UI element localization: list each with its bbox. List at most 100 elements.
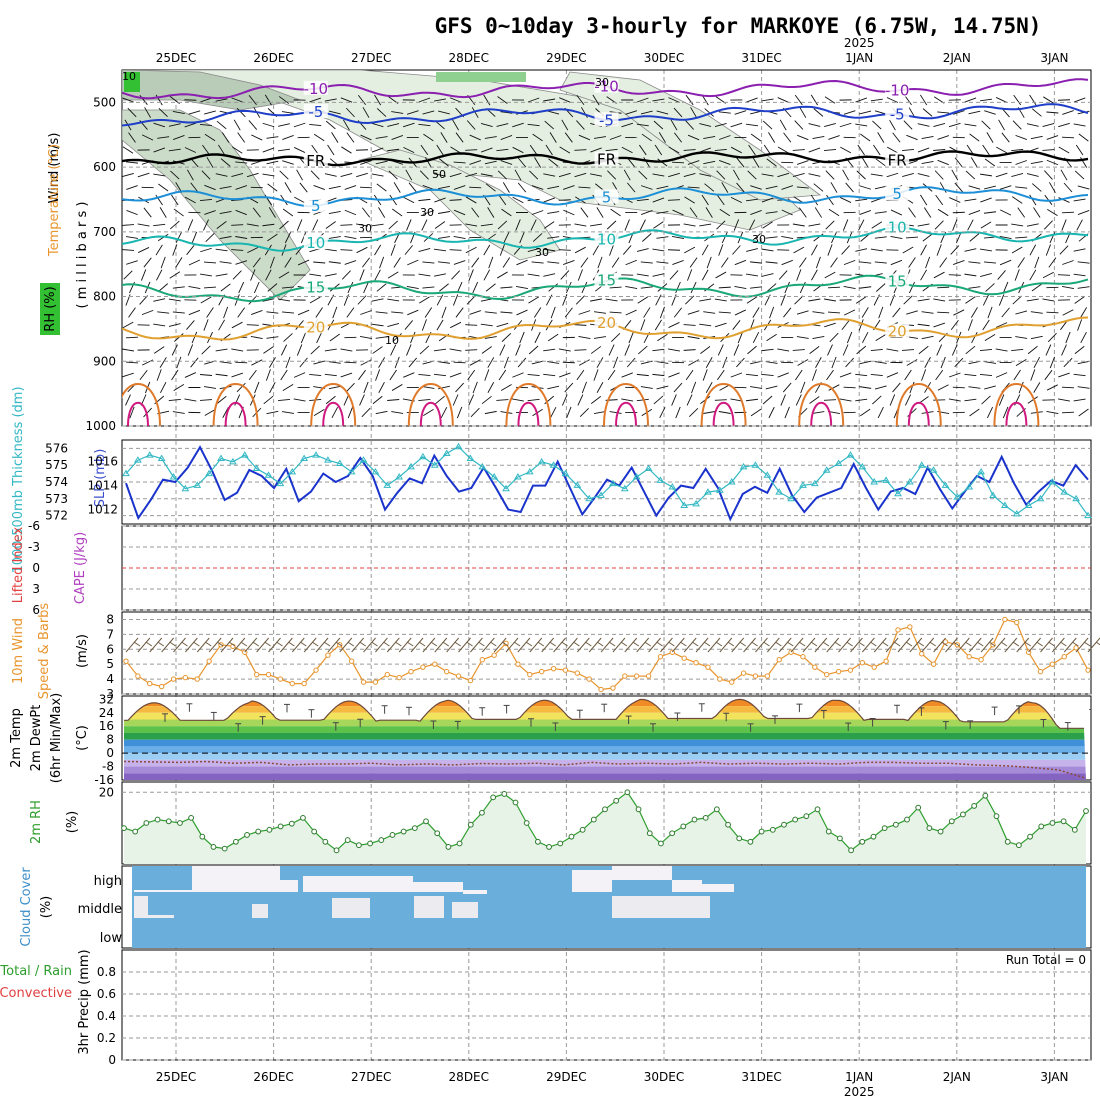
slp-axis-label: SLP (mb) [93, 449, 108, 508]
wind-barb [903, 120, 913, 130]
wind-barb [406, 344, 412, 356]
wind-speed-point [1037, 668, 1044, 675]
wind-barb [875, 333, 887, 342]
rh2m-point [635, 806, 642, 813]
wind-barb [971, 331, 978, 344]
wind-barb [187, 169, 194, 181]
wind-barb [1077, 319, 1083, 331]
wind-barb [952, 110, 965, 115]
wind-barb-10m-feather [644, 641, 651, 647]
wind-barb [643, 157, 651, 168]
wind-barb [531, 185, 544, 190]
wind-barb [1001, 307, 1010, 318]
wind-barb [748, 219, 756, 231]
wind-barb [449, 97, 462, 103]
wind-barb [1061, 211, 1075, 214]
wind-barb [798, 257, 807, 268]
wind-barb-10m-feather [691, 641, 699, 647]
wind-barb [766, 158, 777, 167]
wind-barb [141, 134, 154, 141]
wind-barb [628, 331, 634, 344]
cloud-high-block [612, 866, 672, 880]
thickness-line [125, 445, 1089, 516]
wind-barb-10m-feather [299, 641, 307, 647]
wind-barb-10m-feather [288, 641, 295, 647]
wind-barb [484, 336, 497, 339]
wind-barb [689, 257, 698, 268]
wind-barb [543, 248, 556, 252]
wind-barb-10m-feather [834, 641, 841, 647]
wind-barb [781, 209, 793, 216]
wind-barb [828, 135, 840, 140]
wind-barb [999, 185, 1012, 190]
pressure-axis-label: ( m i l l i b a r s ) [75, 202, 90, 309]
wind-barb [658, 132, 666, 143]
wind-barb [621, 122, 634, 128]
wind-barb [855, 97, 867, 103]
wind-barb [159, 207, 167, 218]
wind-barb [282, 383, 294, 392]
isotherm-label-bg [303, 198, 328, 213]
wind-barb [983, 261, 997, 264]
wind-barb [528, 296, 539, 304]
wind-barb [550, 306, 556, 319]
wind-barb [874, 211, 887, 214]
wind-barb [1017, 207, 1026, 218]
wind-barb [469, 134, 481, 141]
thickness-point [454, 442, 463, 450]
pressure-tick-label: 900 [93, 354, 116, 368]
wind-barb [824, 322, 836, 328]
wind-barb [502, 182, 510, 193]
wind-barb [778, 270, 788, 280]
wind-barb [730, 146, 742, 154]
wind-barb [1002, 281, 1009, 294]
wind-barb [672, 209, 684, 216]
wind-barb [1077, 386, 1090, 389]
wind-barb [453, 260, 466, 265]
rh2m-point [344, 837, 351, 843]
wind-barb [372, 395, 383, 405]
wind-speed-point [396, 674, 402, 681]
wind-barb [654, 319, 662, 331]
thickness-point [430, 461, 439, 468]
wind-barb [578, 186, 591, 189]
wind-barb [874, 361, 887, 364]
wind-barb-10m-feather [430, 641, 438, 647]
wind-barb [543, 98, 556, 102]
wind-barb [1059, 245, 1069, 255]
wind-barb [262, 173, 275, 177]
rh2m-point [904, 816, 910, 823]
wind-barb [952, 386, 965, 389]
rh2m-point [982, 792, 989, 799]
wind-barb [388, 220, 398, 230]
wind-barb-10m [612, 637, 626, 653]
wind-barb [843, 286, 856, 289]
wind-barb [964, 398, 977, 402]
date-label-bottom: 29DEC [546, 1070, 586, 1084]
wind-barb [769, 306, 775, 319]
wind-barb [590, 173, 602, 177]
wind-barb [656, 236, 669, 239]
rh2m-point [456, 840, 463, 847]
wind-barb [389, 369, 397, 381]
wind-barb [870, 98, 883, 102]
wind-barb [936, 244, 942, 256]
wind-barb [141, 309, 154, 316]
wind-barb [219, 185, 232, 190]
wind-barb [218, 144, 226, 156]
wind-barb-10m-feather [145, 641, 153, 647]
wind-barb [1058, 197, 1070, 203]
wind-barb [266, 160, 279, 165]
thickness-point [276, 479, 285, 487]
wind-barb [543, 197, 555, 203]
rh2m-point [915, 804, 922, 811]
lifted-index-tick-label: 0 [32, 561, 40, 575]
date-label-bottom: 31DEC [741, 1070, 781, 1084]
wind-barb-10m-feather [905, 641, 913, 647]
rh-legend-swatch [40, 283, 60, 335]
wind-barb [886, 372, 899, 378]
wind-barb [434, 98, 446, 102]
wind-barb [872, 395, 882, 405]
wind-barb [215, 98, 228, 102]
wind-barb [813, 233, 824, 242]
